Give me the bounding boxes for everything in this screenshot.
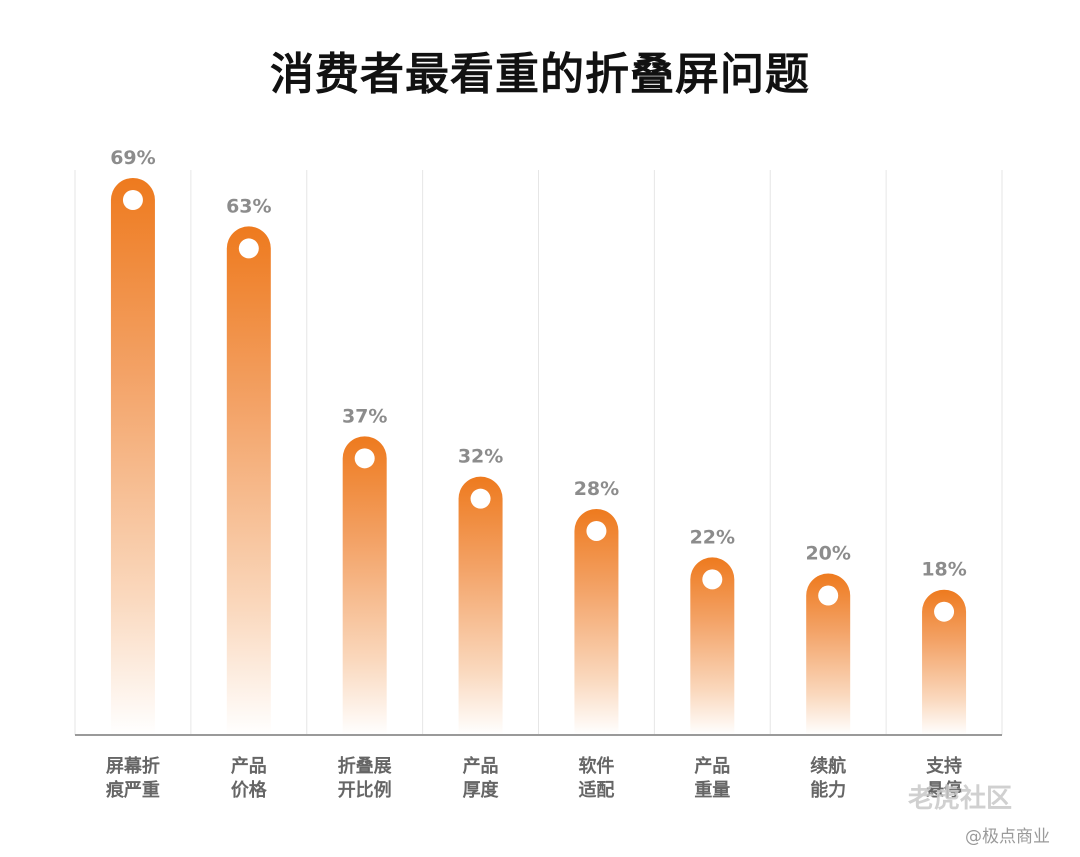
bar-top-marker (586, 520, 607, 541)
data-label: 32% (458, 446, 503, 468)
watermark-logo-text: 老虎社区 (908, 784, 1013, 814)
data-label: 18% (921, 559, 966, 581)
category-label: 产品 (231, 755, 267, 777)
data-label: 37% (342, 405, 387, 427)
grid-lines (74, 170, 1003, 735)
bar-group (806, 573, 851, 735)
chart-title: 消费者最看重的折叠屏问题 (270, 49, 810, 100)
bar-top-marker (470, 488, 491, 509)
watermark-source: @极点商业 (965, 827, 1050, 847)
category-label: 续航 (810, 755, 846, 777)
category-label: 能力 (810, 779, 846, 801)
bar-top-marker (702, 569, 723, 590)
bar-group (226, 226, 271, 735)
category-label: 折叠展 (338, 755, 393, 777)
value-labels: 69% 63% 37% 32% 28% 22% 20% 18% (110, 147, 967, 581)
bar-top-marker (238, 238, 259, 259)
category-label: 产品 (463, 755, 499, 777)
category-label: 屏幕折 (106, 755, 160, 777)
bars (110, 178, 967, 735)
data-label: 63% (226, 195, 271, 217)
data-label: 20% (805, 543, 850, 565)
bar-group (458, 476, 503, 735)
bar-group (342, 436, 387, 735)
data-label: 69% (110, 147, 155, 169)
bar-group (574, 508, 619, 735)
data-label: 28% (574, 478, 619, 500)
bar (342, 436, 387, 735)
category-label: 软件 (578, 755, 614, 777)
bar (690, 557, 735, 735)
bar (574, 508, 619, 735)
category-label: 悬停 (925, 779, 962, 801)
bar-top-marker (354, 448, 375, 469)
category-label: 厚度 (463, 779, 500, 801)
bar-group (110, 178, 155, 735)
category-label: 支持 (925, 755, 962, 777)
bar (458, 476, 503, 735)
bar-group (922, 589, 967, 735)
category-label: 产品 (694, 755, 730, 777)
category-label: 适配 (578, 780, 614, 801)
bar-top-marker (934, 601, 955, 622)
bar-top-marker (818, 585, 839, 606)
bar (226, 226, 271, 735)
category-label: 开比例 (338, 779, 392, 801)
bar-top-marker (122, 190, 143, 210)
bar-group (690, 557, 735, 735)
bar (110, 178, 155, 735)
category-label: 重量 (694, 779, 730, 801)
category-label: 痕严重 (105, 779, 160, 801)
data-label: 22% (690, 526, 735, 548)
bar (806, 573, 851, 735)
bar (922, 589, 967, 735)
category-label: 价格 (231, 779, 268, 801)
